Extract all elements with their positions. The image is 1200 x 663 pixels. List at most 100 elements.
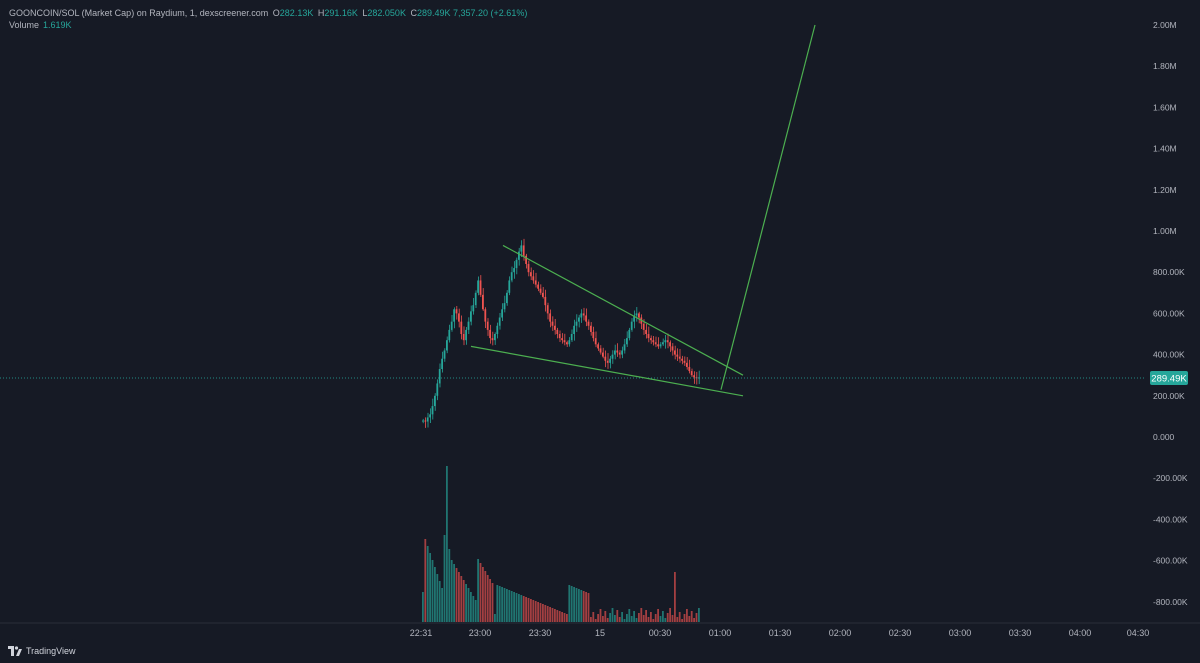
volume-bar [666, 613, 669, 622]
candle-body [683, 360, 686, 363]
candle-body [462, 334, 465, 341]
volume-bar [522, 596, 525, 622]
volume-bar [587, 593, 590, 622]
candle-body [460, 321, 463, 334]
close-label: C [410, 8, 417, 18]
candle-body [647, 334, 650, 339]
volume-bar [491, 583, 494, 622]
candle-body [590, 325, 592, 332]
time-axis-label: 03:00 [949, 628, 972, 638]
volume-bar [690, 611, 693, 622]
volume-bar [616, 610, 619, 622]
volume-bar [424, 539, 427, 622]
volume-bars [422, 466, 700, 622]
volume-bar [633, 611, 635, 622]
volume-bar [635, 618, 638, 622]
candle-body [650, 338, 652, 341]
candle-body [599, 348, 602, 353]
price-axis-label: 600.00K [1153, 308, 1185, 318]
volume-bar [544, 605, 547, 622]
candle-body [568, 340, 571, 345]
candle-body [633, 315, 635, 322]
candle-body [614, 350, 616, 355]
candle-body [669, 342, 671, 347]
price-axis-label: -600.00K [1153, 556, 1188, 566]
candle-body [566, 342, 568, 345]
volume-bar [686, 609, 688, 622]
candlesticks [422, 238, 700, 428]
volume-bar [592, 612, 595, 622]
candle-body [556, 329, 559, 334]
candle-body [561, 338, 563, 341]
candle-body [645, 329, 647, 334]
candle-body [484, 309, 487, 322]
volume-bar [455, 568, 458, 622]
candle-body [575, 321, 578, 326]
price-axis[interactable]: 2.00M 1.80M 1.60M 1.40M 1.20M 1.00M 800.00K 600… [1153, 20, 1188, 607]
volume-bar [534, 601, 537, 622]
candle-body [602, 352, 604, 357]
trendline[interactable] [470, 345, 744, 397]
candle-body [458, 313, 460, 322]
open-label: O [272, 8, 280, 18]
trendline[interactable] [720, 24, 816, 390]
candle-body [666, 340, 669, 343]
candle-body [678, 356, 681, 359]
volume-bar [654, 614, 657, 622]
volume-bar [460, 576, 463, 622]
candle-body [652, 340, 655, 343]
volume-bar [549, 607, 551, 622]
candle-body [496, 325, 499, 334]
candle-body [486, 321, 489, 330]
volume-bar [628, 609, 631, 622]
time-axis-label: 01:30 [769, 628, 792, 638]
candle-body [611, 354, 614, 359]
volume-bar [508, 590, 511, 622]
volume-bar [575, 588, 578, 622]
volume-bar [652, 619, 655, 622]
volume-bar [436, 574, 439, 622]
candle-body [578, 317, 580, 322]
price-tag: 289.49K [1150, 371, 1188, 385]
low-value: 282.050K [367, 8, 406, 18]
volume-bar [597, 614, 599, 622]
candle-body [474, 292, 477, 306]
volume-bar [650, 612, 652, 622]
candle-body [681, 358, 683, 361]
candle-body [448, 329, 451, 341]
trendlines[interactable] [470, 24, 816, 397]
price-axis-label: -400.00K [1153, 514, 1188, 524]
candle-body [657, 344, 659, 347]
candle-body [441, 358, 443, 370]
volume-bar [438, 581, 441, 622]
symbol-title: GOONCOIN/SOL (Market Cap) on Raydium, 1,… [9, 8, 269, 18]
candle-body [508, 280, 511, 293]
volume-bar [630, 616, 633, 622]
candle-body [498, 317, 501, 326]
volume-bar [573, 587, 575, 622]
volume-bar [520, 595, 523, 622]
time-axis[interactable]: 22:31 23:00 23:30 15 00:30 01:00 01:30 02:00 02:… [410, 628, 1150, 638]
volume-bar [503, 588, 506, 622]
tradingview-branding[interactable]: TradingView [8, 646, 76, 656]
volume-bar [477, 559, 479, 622]
volume-bar [580, 590, 583, 622]
candle-body [674, 350, 676, 355]
time-axis-label: 01:00 [709, 628, 732, 638]
volume-bar [518, 594, 520, 622]
volume-bar [482, 567, 484, 622]
candle-body [604, 356, 607, 361]
time-axis-label: 02:00 [829, 628, 852, 638]
candle-body [518, 251, 520, 260]
candle-body [470, 311, 472, 322]
price-axis-label: 1.60M [1153, 102, 1177, 112]
volume-bar [568, 585, 571, 622]
candle-body [664, 340, 667, 343]
volume-bar [558, 611, 561, 622]
volume-bar [602, 616, 604, 622]
candle-body [510, 272, 513, 281]
trendline[interactable] [502, 244, 744, 376]
price-axis-label: 1.80M [1153, 61, 1177, 71]
